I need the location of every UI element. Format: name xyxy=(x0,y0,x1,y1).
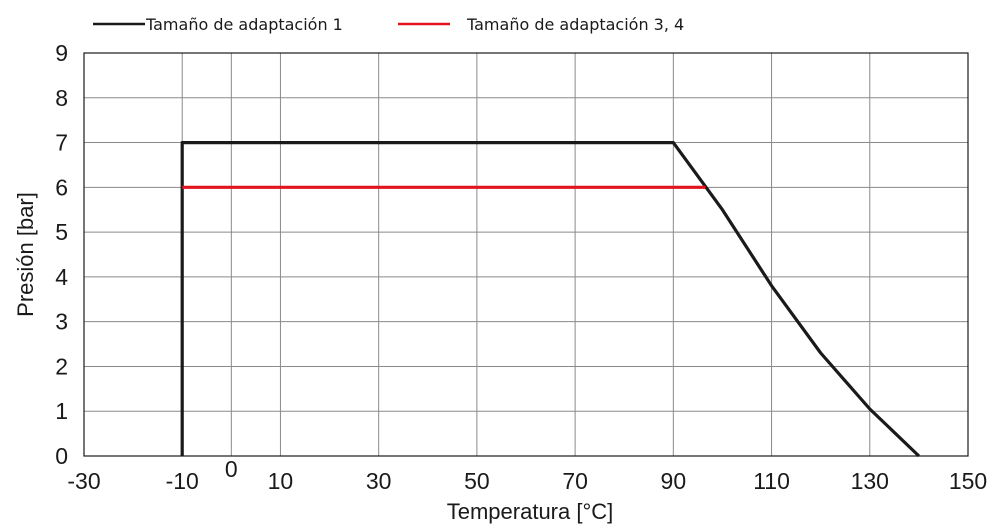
y-tick-label: 3 xyxy=(55,309,68,335)
x-tick-label: 70 xyxy=(562,468,588,494)
x-tick-labels: -30 -10 0 10 30 50 70 90 110 130 150 xyxy=(67,456,987,494)
legend: Tamaño de adaptación 1 Tamaño de adaptaci… xyxy=(93,15,684,34)
y-tick-label: 0 xyxy=(55,443,68,469)
x-axis-label: Temperatura [°C] xyxy=(447,499,614,524)
x-tick-label: 150 xyxy=(949,468,987,494)
y-axis-label: Presión [bar] xyxy=(13,192,38,317)
plot-border xyxy=(83,52,969,457)
x-tick-label: 90 xyxy=(661,468,687,494)
x-tick-label: 10 xyxy=(268,468,294,494)
y-tick-label: 1 xyxy=(55,398,68,424)
series-line-1 xyxy=(180,141,921,458)
y-tick-label: 7 xyxy=(55,130,68,156)
x-tick-label: 130 xyxy=(851,468,889,494)
x-tick-label: 0 xyxy=(225,456,238,482)
series-group xyxy=(180,141,921,458)
y-tick-label: 9 xyxy=(55,40,68,66)
x-tick-label: 110 xyxy=(753,468,790,494)
x-tick-label: -10 xyxy=(166,468,199,494)
y-tick-label: 6 xyxy=(55,174,68,200)
legend-label-2: Tamaño de adaptación 3, 4 xyxy=(466,15,684,34)
y-tick-label: 2 xyxy=(55,353,68,379)
y-tick-labels: 0 1 2 3 4 5 6 7 8 9 xyxy=(55,40,68,469)
x-tick-label: -30 xyxy=(67,468,100,494)
x-tick-label: 50 xyxy=(464,468,490,494)
y-tick-label: 4 xyxy=(55,264,68,290)
legend-label-1: Tamaño de adaptación 1 xyxy=(145,15,343,34)
y-tick-label: 8 xyxy=(55,85,68,111)
y-tick-label: 5 xyxy=(55,219,68,245)
x-tick-label: 30 xyxy=(366,468,392,494)
grid xyxy=(83,52,969,457)
